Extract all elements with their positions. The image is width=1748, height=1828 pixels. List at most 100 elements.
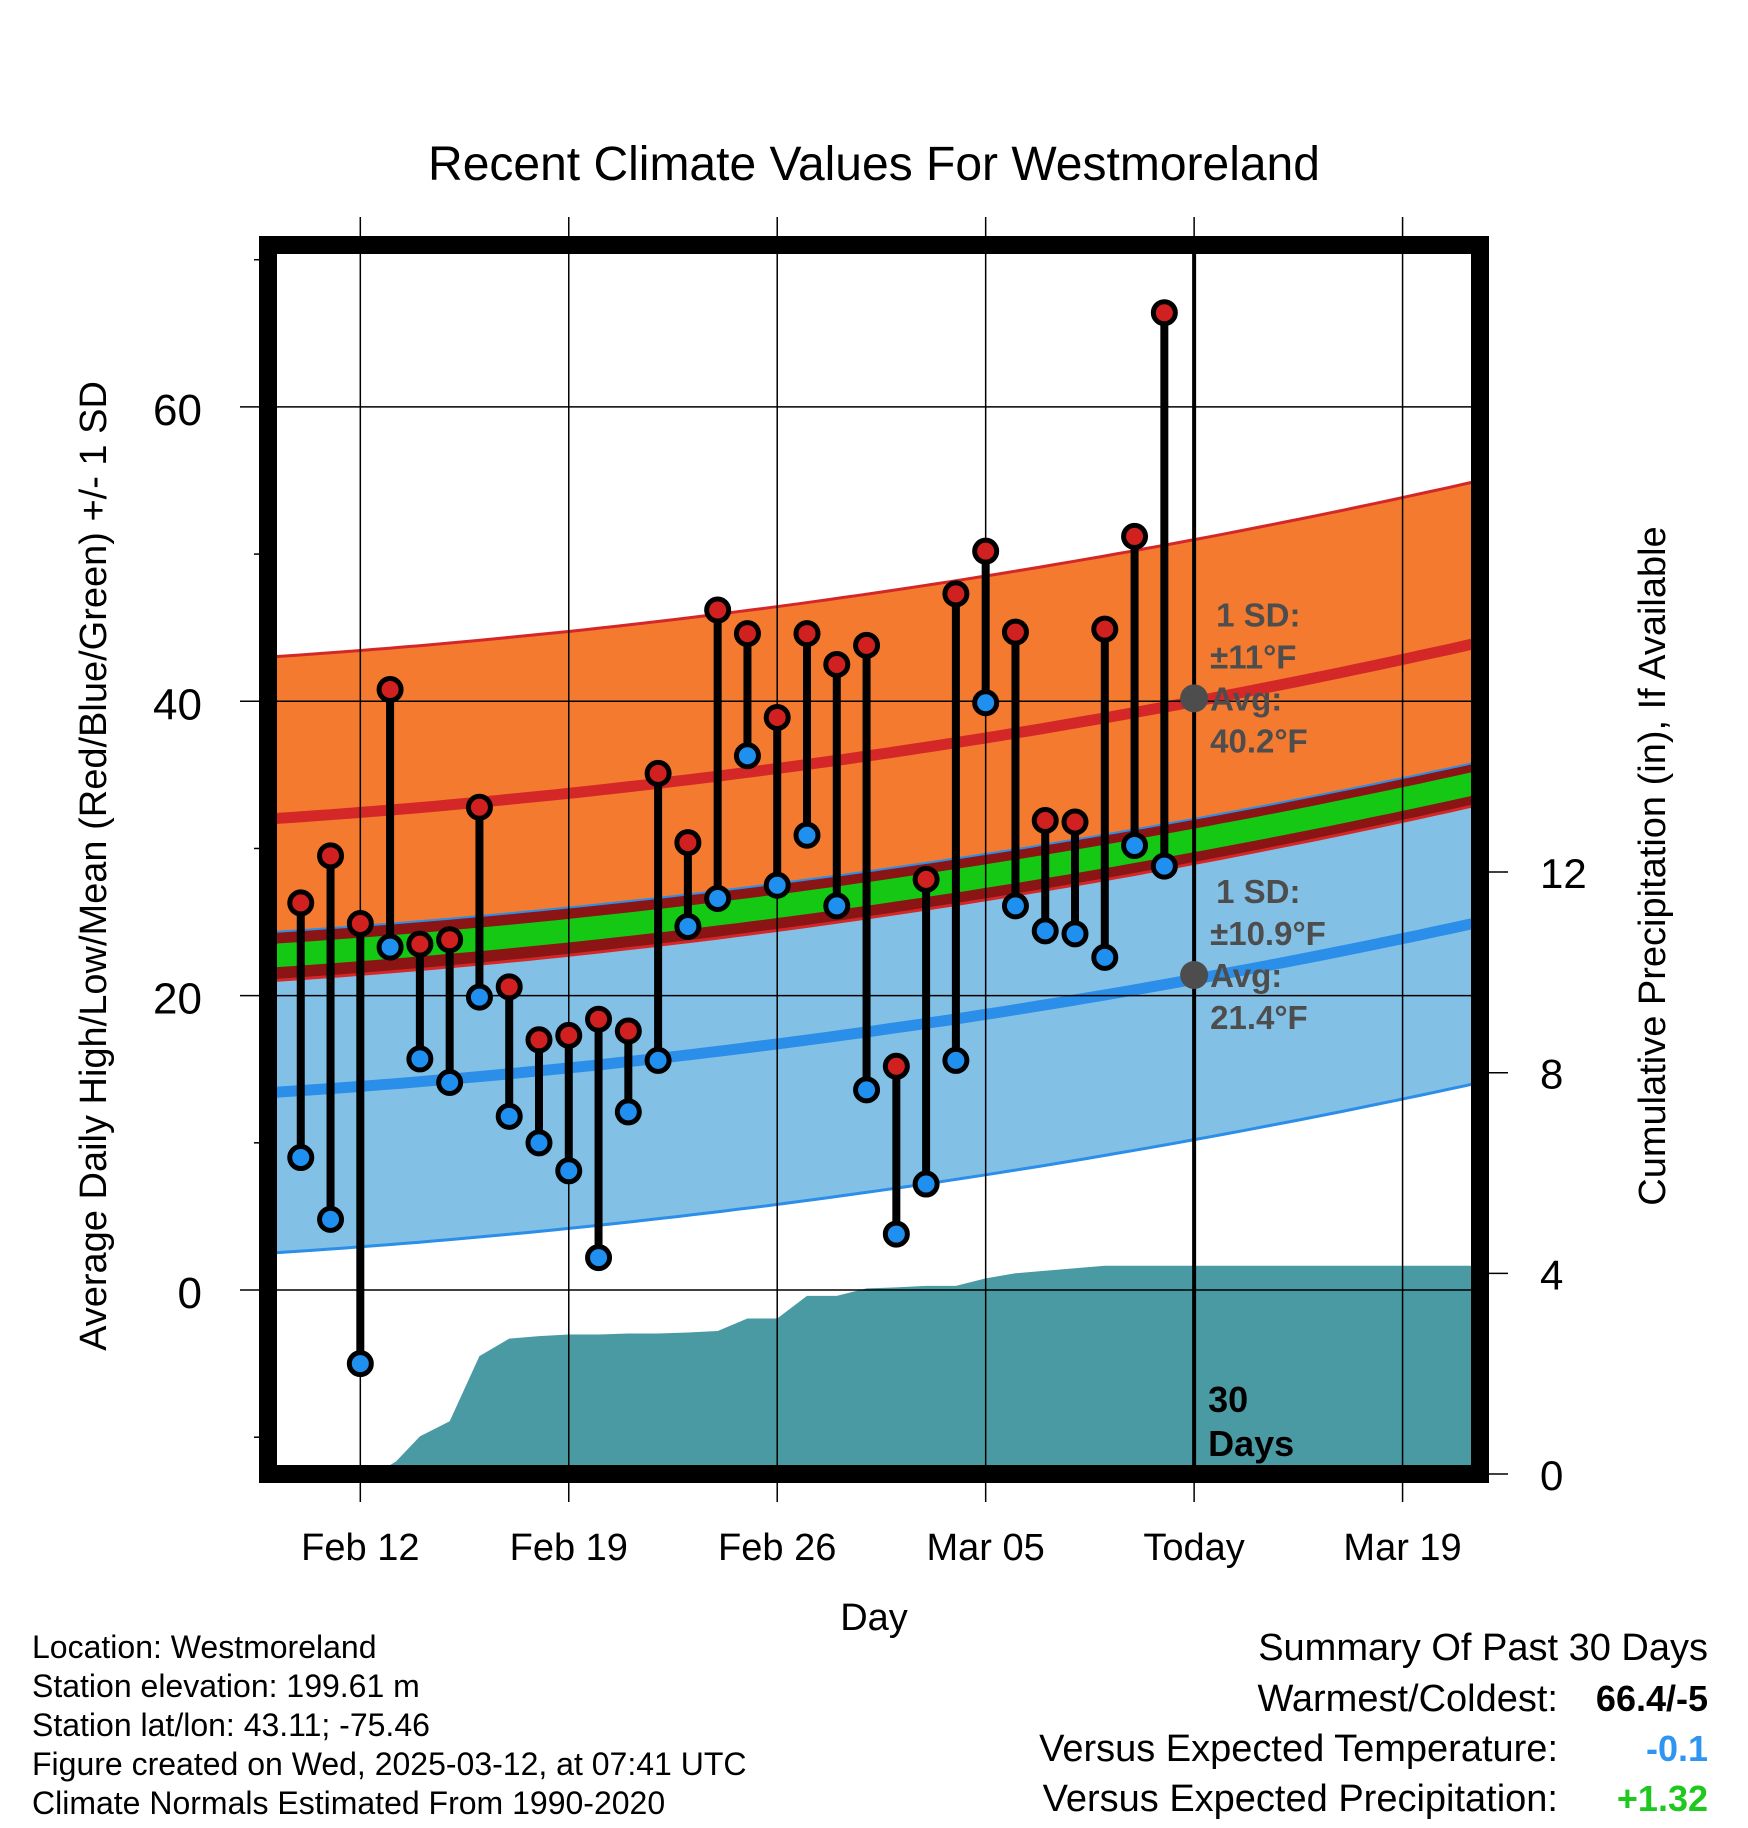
high-annot-avg-value: 40.2°F xyxy=(1210,722,1308,759)
low-upper-line xyxy=(268,760,1480,934)
daily-low-point xyxy=(704,885,732,913)
today-days-line: Days xyxy=(1208,1423,1294,1464)
daily-low-point xyxy=(495,1102,523,1130)
x-tick-label: Mar 19 xyxy=(1343,1527,1461,1569)
daily-high-point xyxy=(763,703,791,731)
chart-title: Recent Climate Values For Westmoreland xyxy=(428,138,1320,191)
daily-high-point xyxy=(495,973,523,1001)
daily-high-point xyxy=(912,865,940,893)
warmest-value: 66.4/-5 xyxy=(1595,1678,1708,1719)
x-tick-label: Feb 26 xyxy=(718,1527,836,1569)
summary-warmest-row: Warmest/Coldest: 66.4/-5 xyxy=(888,1674,1708,1724)
daily-low-point xyxy=(465,983,493,1011)
daily-high-point xyxy=(465,793,493,821)
location-text: Location: Westmoreland xyxy=(32,1629,377,1665)
daily-high-point xyxy=(644,759,672,787)
daily-low-point xyxy=(614,1098,642,1126)
daily-high-point xyxy=(942,580,970,608)
high-upper-line xyxy=(268,479,1480,659)
high-lower-line xyxy=(268,802,1480,983)
daily-high-point xyxy=(972,537,1000,565)
daily-high-point xyxy=(525,1026,553,1054)
x-tick-label: Feb 19 xyxy=(510,1527,628,1569)
daily-low-point xyxy=(555,1157,583,1185)
daily-low-point xyxy=(644,1046,672,1074)
low-annot-avg-label: Avg: xyxy=(1210,957,1282,994)
daily-high-point xyxy=(1031,806,1059,834)
plot-frame xyxy=(259,236,1489,1483)
y-axis-label: Average Daily High/Low/Mean (Red/Blue/Gr… xyxy=(73,381,115,1351)
daily-high-point xyxy=(853,631,881,659)
daily-high-point xyxy=(1150,299,1178,327)
daily-low-point xyxy=(585,1244,613,1272)
daily-low-point xyxy=(317,1205,345,1233)
daily-low-point xyxy=(346,1350,374,1378)
x-tick-label: Today xyxy=(1143,1527,1244,1569)
low-avg-line xyxy=(268,916,1480,1099)
daily-low-point xyxy=(1061,920,1089,948)
summary-precip-row: Versus Expected Precipitation: +1.32 xyxy=(888,1774,1708,1824)
daily-low-point xyxy=(912,1170,940,1198)
temp-label: Versus Expected Temperature: xyxy=(1039,1728,1558,1770)
daily-high-point xyxy=(674,829,702,857)
daily-high-point xyxy=(287,889,315,917)
x-axis-label: Day xyxy=(840,1597,908,1639)
daily-low-point xyxy=(287,1144,315,1172)
daily-low-point xyxy=(763,871,791,899)
daily-high-point xyxy=(436,926,464,954)
latlon-text: Station lat/lon: 43.11; -75.46 xyxy=(32,1707,430,1743)
high-annot-sd-label: 1 SD: xyxy=(1216,596,1300,633)
daily-high-point xyxy=(823,650,851,678)
summary-title: Summary Of Past 30 Days xyxy=(1258,1627,1708,1669)
y2-tick-label: 8 xyxy=(1540,1051,1563,1098)
daily-low-point xyxy=(733,742,761,770)
y-tick-label: 20 xyxy=(153,975,202,1024)
daily-low-point xyxy=(436,1068,464,1096)
daily-high-point xyxy=(376,676,404,704)
daily-high-point xyxy=(1001,618,1029,646)
today-high-avg-dot xyxy=(1180,684,1209,713)
precip-area xyxy=(375,1265,1480,1474)
x-tick-label: Feb 12 xyxy=(301,1527,419,1569)
normals-text: Climate Normals Estimated From 1990-2020 xyxy=(32,1785,666,1821)
daily-high-point xyxy=(1061,808,1089,836)
daily-low-point xyxy=(1150,852,1178,880)
daily-high-point xyxy=(1121,522,1149,550)
daily-low-point xyxy=(942,1046,970,1074)
daily-low-point xyxy=(853,1076,881,1104)
daily-low-point xyxy=(823,892,851,920)
daily-high-point xyxy=(733,620,761,648)
daily-high-point xyxy=(346,910,374,938)
y2-axis-label: Cumulative Precipitation (in), If Availa… xyxy=(1632,526,1674,1205)
y2-tick-label: 0 xyxy=(1540,1452,1563,1499)
high-annot-avg-label: Avg: xyxy=(1210,680,1282,717)
low-annot-avg-value: 21.4°F xyxy=(1210,999,1308,1036)
today-days-label: 30 Days xyxy=(1208,1379,1294,1464)
daily-low-point xyxy=(882,1220,910,1248)
summary-panel: Summary Of Past 30 Days Warmest/Coldest:… xyxy=(888,1622,1708,1824)
daily-low-point xyxy=(525,1129,553,1157)
created-text: Figure created on Wed, 2025-03-12, at 07… xyxy=(32,1746,747,1782)
daily-high-point xyxy=(614,1017,642,1045)
y-tick-label: 40 xyxy=(153,680,202,729)
plot-area: 1 SD: ±11°F Avg: 40.2°F 1 SD: ±10.9°F Avg: 21.4… xyxy=(268,245,1480,1474)
y2-tick-label: 12 xyxy=(1540,850,1587,897)
plot-content: 1 SD: ±11°F Avg: 40.2°F 1 SD: ±10.9°F Avg: 21.4… xyxy=(268,245,1480,1474)
warmest-label: Warmest/Coldest: xyxy=(1257,1678,1558,1720)
high-annot-sd-value: ±11°F xyxy=(1210,638,1296,675)
y-tick-label: 0 xyxy=(178,1269,202,1318)
daily-low-point xyxy=(1031,917,1059,945)
low-annot-sd-label: 1 SD: xyxy=(1216,873,1300,910)
axes: Feb 12 Feb 19 Feb 26 Mar 05 Today Mar 19 0 20 40… xyxy=(153,217,1587,1569)
daily-high-point xyxy=(704,596,732,624)
low-annot-sd-value: ±10.9°F xyxy=(1210,915,1326,952)
daily-high-point xyxy=(585,1005,613,1033)
daily-low-point xyxy=(972,689,1000,717)
x-tick-label: Mar 05 xyxy=(927,1527,1045,1569)
daily-low-point xyxy=(406,1045,434,1073)
daily-high-point xyxy=(882,1052,910,1080)
low-lower-line xyxy=(268,1081,1480,1255)
daily-high-point xyxy=(793,620,821,648)
